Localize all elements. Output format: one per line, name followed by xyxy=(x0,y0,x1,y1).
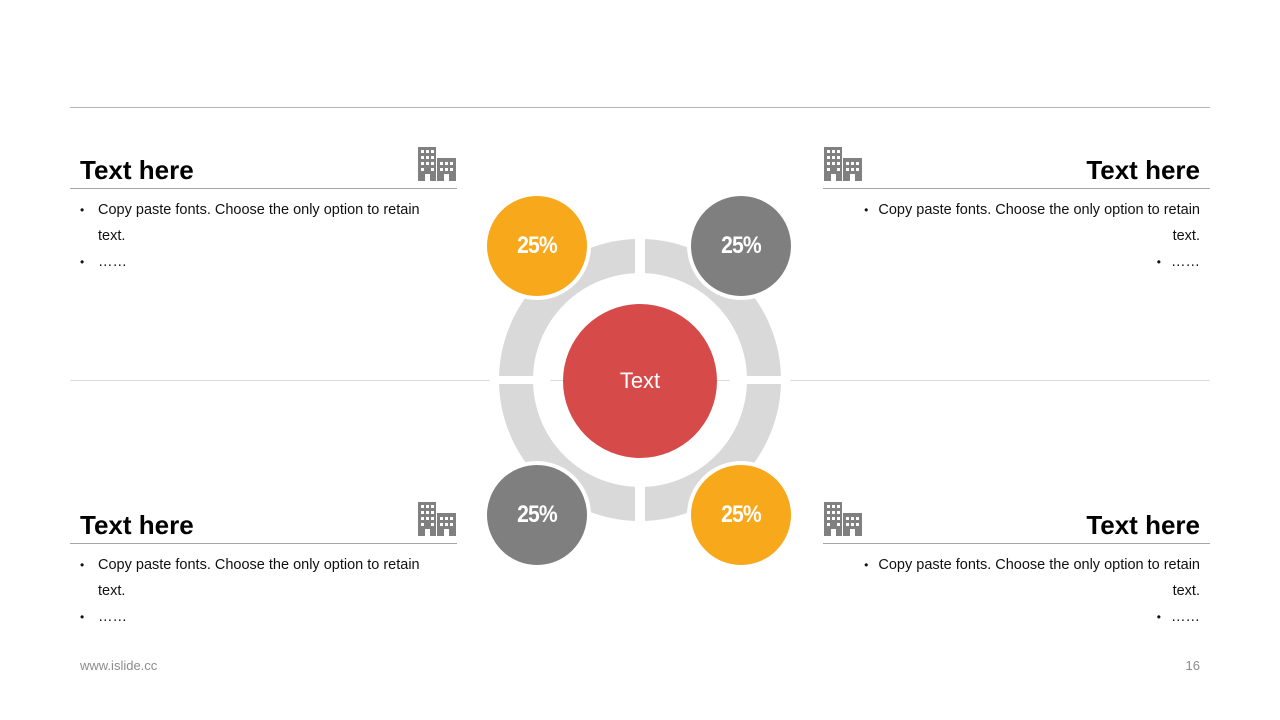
bullet-item: Copy paste fonts. Choose the only option… xyxy=(833,552,1200,604)
bullet-list: Copy paste fonts. Choose the only option… xyxy=(823,197,1210,275)
bullet-item: …… xyxy=(833,249,1200,275)
bullet-list: Copy paste fonts. Choose the only option… xyxy=(823,552,1210,630)
center-label: Text xyxy=(619,368,661,393)
building-icon xyxy=(824,147,862,181)
page-number: 16 xyxy=(1185,658,1200,673)
bullet-item: …… xyxy=(80,604,447,630)
percent-label: 25% xyxy=(517,501,558,528)
panel-title: Text here xyxy=(70,507,457,544)
top-divider xyxy=(70,107,1210,108)
bullet-list: Copy paste fonts. Choose the only option… xyxy=(70,197,457,275)
footer-website[interactable]: www.islide.cc xyxy=(80,658,158,673)
percent-label: 25% xyxy=(721,501,762,528)
building-icon xyxy=(418,147,456,181)
panel-title: Text here xyxy=(823,152,1210,189)
bullet-item: …… xyxy=(80,249,447,275)
bullet-item: Copy paste fonts. Choose the only option… xyxy=(80,552,447,604)
panel-title: Text here xyxy=(70,152,457,189)
bullet-item: Copy paste fonts. Choose the only option… xyxy=(80,197,447,249)
bullet-list: Copy paste fonts. Choose the only option… xyxy=(70,552,457,630)
bullet-item: Copy paste fonts. Choose the only option… xyxy=(833,197,1200,249)
ring-gap xyxy=(635,470,645,530)
bullet-item: …… xyxy=(833,604,1200,630)
panel-top-right: Text here Copy paste fonts. Choose the o… xyxy=(823,147,1210,275)
building-icon xyxy=(824,502,862,536)
panel-title: Text here xyxy=(823,507,1210,544)
percent-label: 25% xyxy=(721,232,762,259)
panel-top-left: Text here Copy paste fonts. Choose the o… xyxy=(70,147,457,275)
panel-bottom-right: Text here Copy paste fonts. Choose the o… xyxy=(823,502,1210,630)
building-icon xyxy=(418,502,456,536)
panel-bottom-left: Text here Copy paste fonts. Choose the o… xyxy=(70,502,457,630)
ring-gap xyxy=(635,230,645,290)
percent-label: 25% xyxy=(517,232,558,259)
